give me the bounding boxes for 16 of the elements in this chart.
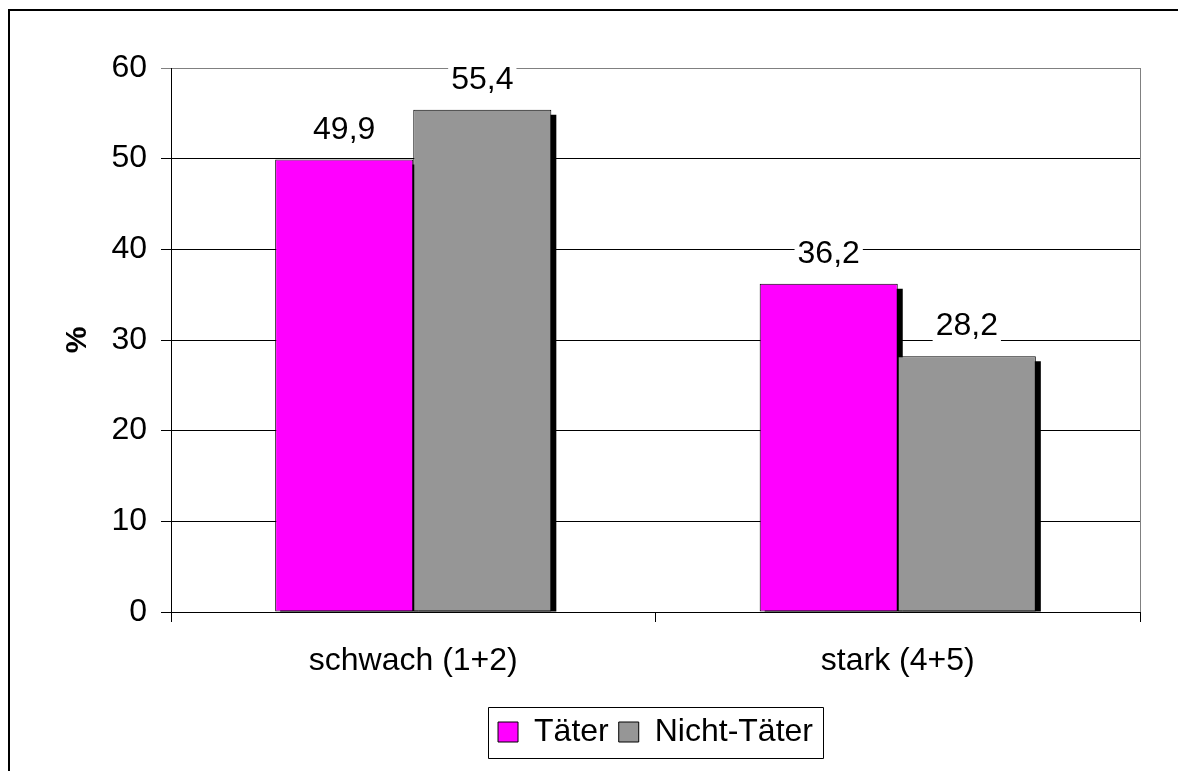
data-label: 49,9 — [313, 109, 376, 146]
y-tick-label: 0 — [129, 591, 147, 628]
data-label: 36,2 — [797, 233, 860, 270]
data-label: 28,2 — [935, 306, 998, 343]
x-tick-label: schwach (1+2) — [308, 641, 518, 678]
y-tick-label: 10 — [111, 501, 147, 538]
y-axis-title: % — [59, 326, 93, 354]
data-label: 55,4 — [451, 59, 514, 96]
y-tick-label: 30 — [111, 319, 147, 356]
x-tick-label: stark (4+5) — [820, 641, 975, 678]
legend-label: Täter — [534, 711, 610, 748]
y-tick-label: 40 — [111, 229, 147, 266]
legend-label: Nicht-Täter — [654, 711, 814, 748]
y-tick-label: 60 — [111, 47, 147, 84]
y-tick-label: 50 — [111, 138, 147, 175]
y-tick-label: 20 — [111, 410, 147, 447]
